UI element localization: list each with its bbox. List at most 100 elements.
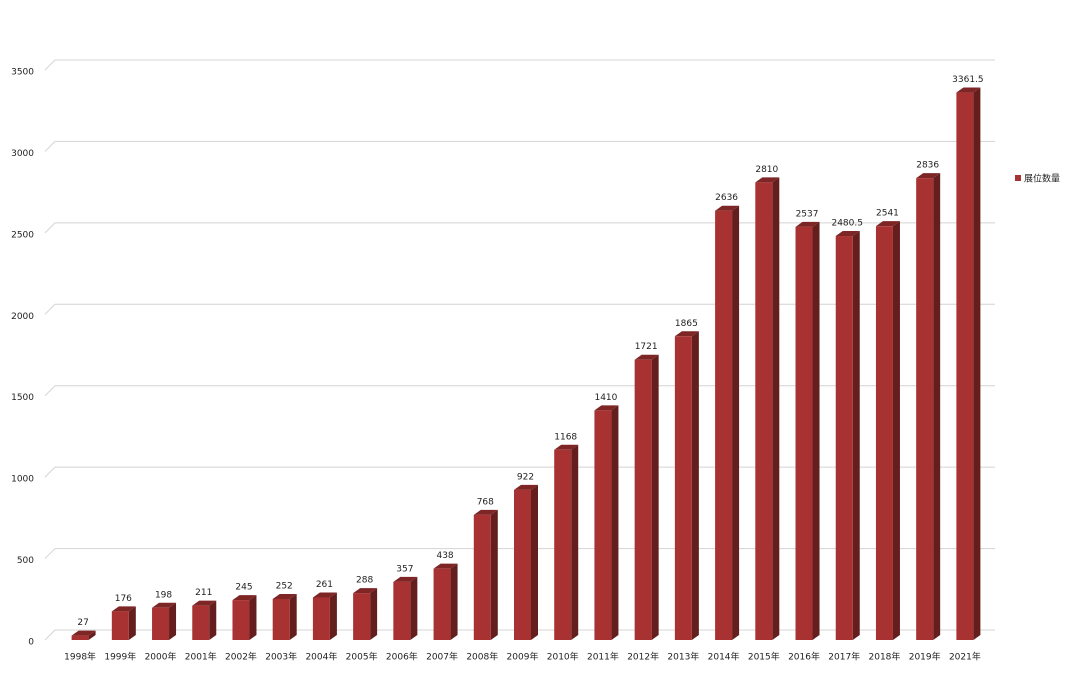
bar-side [732, 205, 740, 641]
value-label: 176 [115, 594, 132, 604]
x-tick-label: 2005年 [346, 651, 378, 663]
bar [715, 210, 733, 641]
bar-side [289, 593, 297, 640]
bar-group [835, 231, 860, 641]
x-tick-label: 2009年 [507, 651, 539, 663]
value-label: 922 [517, 472, 534, 482]
x-tick-label: 2002年 [225, 651, 257, 663]
bar-top [875, 221, 900, 227]
bar-group [715, 205, 740, 641]
value-label: 3361.5 [952, 75, 984, 85]
value-label: 252 [276, 581, 293, 591]
bar-group [594, 405, 619, 640]
bar-top [353, 588, 378, 594]
x-tick-label: 2016年 [788, 651, 820, 663]
x-tick-label: 2008年 [466, 651, 498, 663]
x-tick-label: 2012年 [627, 651, 659, 663]
value-label: 288 [356, 576, 373, 586]
bar [875, 226, 893, 640]
bar [353, 593, 371, 640]
legend-swatch [1015, 175, 1021, 181]
x-tick-label: 2000年 [145, 651, 177, 663]
bar-side [410, 576, 418, 640]
bar-group [875, 221, 900, 640]
bar-top [232, 595, 257, 601]
grid-line [44, 140, 995, 152]
bar-top [111, 606, 136, 612]
x-tick-label: 2021年 [949, 651, 981, 663]
bar-group [674, 331, 699, 640]
bar-group [312, 592, 337, 640]
value-label: 245 [235, 583, 252, 593]
bar-side [88, 630, 96, 640]
x-tick-label: 2004年 [305, 651, 337, 663]
bar-group [433, 563, 458, 640]
bar-top [192, 600, 217, 606]
bar [312, 597, 330, 640]
bar [152, 607, 170, 640]
bar-group [71, 630, 96, 640]
x-tick-label: 2015年 [748, 651, 780, 663]
bar [594, 410, 612, 640]
bar-side [169, 602, 177, 640]
bar-group [152, 602, 177, 640]
bar-top [835, 231, 860, 237]
value-label: 357 [396, 564, 413, 574]
y-tick-label: 0 [28, 638, 34, 648]
bar-top [514, 484, 538, 490]
y-tick-label: 3000 [11, 149, 34, 159]
y-tick-label: 2500 [11, 230, 34, 240]
bar-top [272, 593, 297, 599]
bar-side [973, 87, 981, 640]
bar [111, 611, 129, 640]
value-label: 198 [155, 590, 172, 600]
bar [835, 236, 853, 641]
x-tick-label: 1998年 [64, 651, 96, 663]
value-label: 27 [77, 618, 88, 628]
bar-top [433, 563, 458, 569]
value-label: 1865 [675, 319, 698, 329]
legend-label: 展位数量 [1024, 173, 1060, 185]
x-tick-label: 2019年 [909, 651, 941, 663]
bar-side [329, 592, 337, 640]
x-tick-label: 2011年 [587, 651, 619, 663]
bar-group [111, 606, 136, 640]
bar [916, 178, 934, 640]
value-label: 1168 [554, 432, 577, 442]
y-tick-label: 3500 [11, 68, 34, 78]
value-label: 261 [316, 580, 333, 590]
value-label: 1410 [594, 393, 617, 403]
y-tick-label: 1500 [11, 393, 34, 403]
bar-group [956, 87, 981, 640]
bar-group [554, 444, 579, 640]
bar-side [249, 595, 257, 640]
bar-top [755, 177, 780, 183]
bar [433, 568, 451, 640]
bar-side [933, 173, 941, 640]
x-tick-label: 2017年 [828, 651, 860, 663]
bar-side [812, 221, 820, 641]
bar-group [795, 221, 820, 641]
value-label: 768 [477, 497, 494, 507]
value-label: 211 [195, 588, 212, 598]
bar [192, 605, 210, 640]
bar-group [393, 576, 418, 640]
bar [956, 92, 974, 640]
value-label: 438 [436, 551, 453, 561]
bar-side [209, 600, 217, 640]
bar-group [916, 173, 941, 640]
value-label: 2636 [715, 193, 738, 203]
bar-top [795, 221, 820, 227]
value-label: 2537 [796, 209, 819, 219]
bar [795, 226, 813, 640]
x-tick-label: 2018年 [869, 651, 901, 663]
bar-group [192, 600, 217, 640]
value-label: 2541 [876, 209, 899, 219]
x-tick-label: 2007年 [426, 651, 458, 663]
bar-group [232, 595, 257, 640]
bar-side [892, 221, 900, 640]
bar [71, 635, 89, 640]
value-label: 2836 [916, 161, 939, 171]
bar-side [691, 331, 699, 640]
